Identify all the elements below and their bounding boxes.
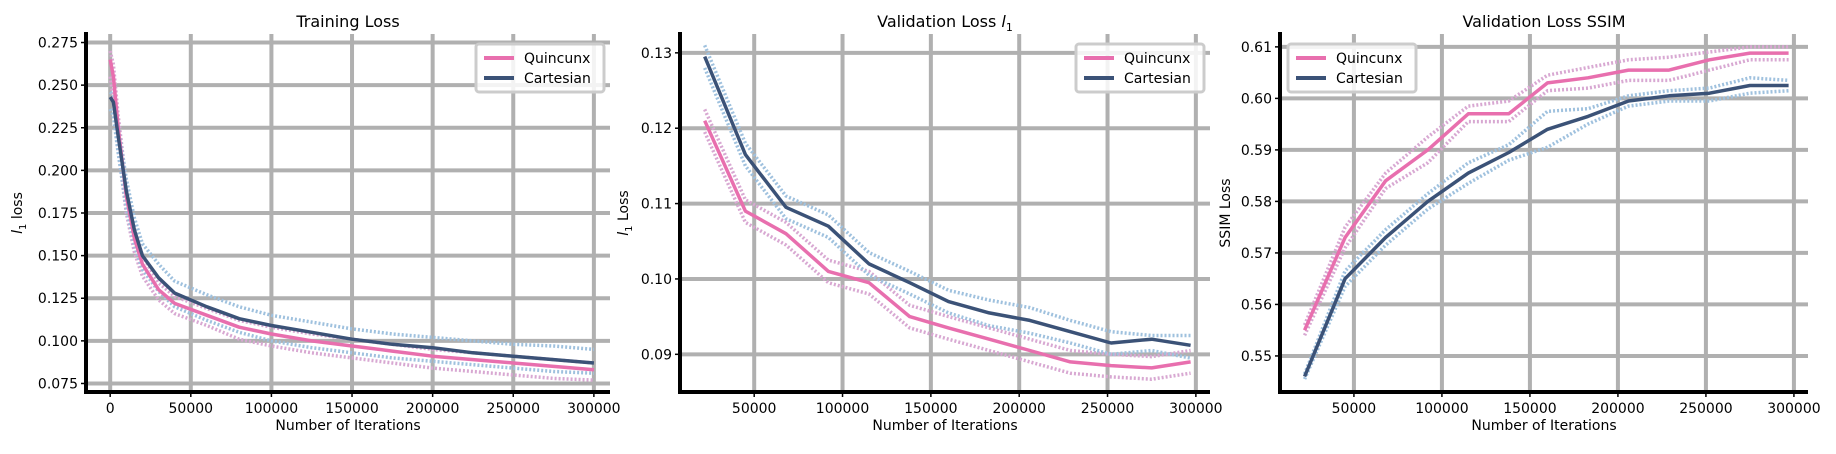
y-tick-label: 0.225 xyxy=(38,121,78,137)
x-axis-label: Number of Iterations xyxy=(1471,418,1616,434)
y-tick-label: 0.13 xyxy=(641,46,672,62)
series-quincunx-line xyxy=(703,119,1191,370)
y-tick-label: 0.12 xyxy=(641,121,672,137)
y-tick-label: 0.61 xyxy=(1241,40,1272,56)
y-tick-label: 0.275 xyxy=(38,36,78,52)
x-tick-label: 150000 xyxy=(325,401,378,417)
legend: Quincunx Cartesian xyxy=(1286,42,1418,94)
y-axis-label: l1 Loss xyxy=(616,190,635,235)
y-tick-label: 0.175 xyxy=(38,206,78,222)
legend-label-quincunx: Quincunx xyxy=(1124,51,1190,67)
y-tick-label: 0.56 xyxy=(1241,297,1272,313)
y-tick-label: 0.59 xyxy=(1241,143,1272,159)
chart-training-loss: 0 50000 100000 150000 200000 250000 300000 0.07… xyxy=(10,12,621,434)
x-axis-label: Number of Iterations xyxy=(275,418,420,434)
x-tick-label: 300000 xyxy=(1169,401,1222,417)
x-axis-label: Number of Iterations xyxy=(872,418,1017,434)
series-cartesian-lower-bound xyxy=(703,67,1191,360)
y-tick-label: 0.55 xyxy=(1241,349,1272,365)
x-tick-label: 0 xyxy=(106,401,115,417)
x-tick-label: 200000 xyxy=(406,401,459,417)
y-tick-label: 0.125 xyxy=(38,291,78,307)
chart-title: Validation Loss l1 xyxy=(877,12,1013,34)
chart-title: Validation Loss SSIM xyxy=(1462,12,1625,31)
y-tick-label: 0.10 xyxy=(641,272,672,288)
series-cartesian-lower-bound xyxy=(1302,88,1789,380)
x-tick-label: 50000 xyxy=(169,401,214,417)
y-tick-label: 0.09 xyxy=(641,347,672,363)
legend: Quincunx Cartesian xyxy=(474,42,606,94)
y-tick-label: 0.57 xyxy=(1241,246,1272,262)
series-quincunx-lower-bound xyxy=(1303,58,1789,337)
x-tick-label: 300000 xyxy=(1767,401,1820,417)
series-quincunx-upper-bound xyxy=(1302,45,1789,326)
y-tick-label: 0.150 xyxy=(38,249,78,265)
series-cartesian-line xyxy=(108,96,595,365)
x-tick-label: 150000 xyxy=(904,401,957,417)
legend-label-cartesian: Cartesian xyxy=(1336,71,1403,87)
legend-label-quincunx: Quincunx xyxy=(524,51,590,67)
series-quincunx-lower-bound xyxy=(703,131,1191,381)
x-tick-label: 300000 xyxy=(567,401,620,417)
x-tick-label: 100000 xyxy=(1415,401,1468,417)
x-tick-label: 150000 xyxy=(1503,401,1556,417)
chart-validation-loss-ssim: 50000 100000 150000 200000 250000 300000 0.55 0… xyxy=(1218,12,1821,434)
x-tick-label: 200000 xyxy=(992,401,1045,417)
series-cartesian-upper-bound xyxy=(703,44,1191,338)
legend: Quincunx Cartesian xyxy=(1074,42,1206,94)
y-tick-label: 0.200 xyxy=(38,163,78,179)
y-axis-label: l1 loss xyxy=(10,192,29,234)
legend-label-quincunx: Quincunx xyxy=(1336,51,1402,67)
x-tick-label: 250000 xyxy=(487,401,540,417)
legend-label-cartesian: Cartesian xyxy=(524,71,591,87)
x-tick-label: 50000 xyxy=(732,401,777,417)
x-tick-label: 100000 xyxy=(816,401,869,417)
series-cartesian-lower-bound xyxy=(108,108,594,375)
y-tick-label: 0.11 xyxy=(641,197,672,213)
series-quincunx-upper-bound xyxy=(703,108,1191,359)
chart-title: Training Loss xyxy=(295,12,399,31)
series-cartesian-line xyxy=(703,55,1191,348)
y-tick-label: 0.58 xyxy=(1241,194,1272,210)
y-tick-label: 0.60 xyxy=(1241,91,1272,107)
x-tick-label: 250000 xyxy=(1679,401,1732,417)
x-tick-label: 50000 xyxy=(1332,401,1377,417)
legend-label-cartesian: Cartesian xyxy=(1124,71,1191,87)
chart-validation-loss-l1: 50000 100000 150000 200000 250000 300000 0.09 0… xyxy=(616,12,1223,434)
x-tick-label: 100000 xyxy=(245,401,298,417)
series-cartesian-line xyxy=(1302,83,1789,378)
series-cartesian-upper-bound xyxy=(1302,76,1789,375)
x-tick-label: 250000 xyxy=(1081,401,1134,417)
series-quincunx-line xyxy=(1302,51,1789,331)
y-tick-label: 0.250 xyxy=(38,78,78,94)
y-tick-label: 0.100 xyxy=(38,334,78,350)
y-axis-label: SSIM Loss xyxy=(1218,178,1234,247)
x-tick-label: 200000 xyxy=(1591,401,1644,417)
y-tick-label: 0.075 xyxy=(38,376,78,392)
